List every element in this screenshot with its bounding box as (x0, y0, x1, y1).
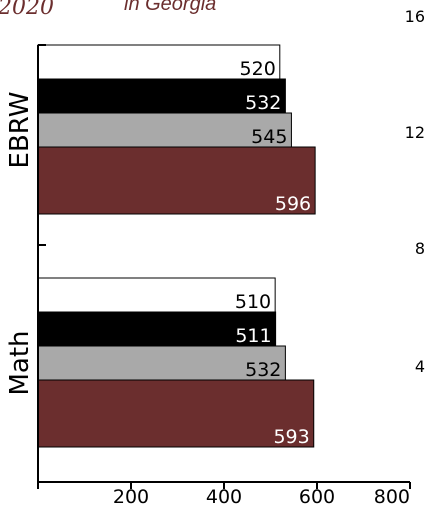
bar-value-label-ebrw-3: 545 (251, 126, 287, 148)
x-tick-label-800: 800 (374, 486, 410, 505)
bar-ebrw-3 (37, 112, 292, 148)
year-text: 2020 (0, 0, 54, 20)
subtitle-text: in Georgia (124, 0, 216, 15)
bar-value-label-math-1: 510 (235, 291, 271, 313)
bar-labels-group: 520 532 545 596 510 511 532 593 (235, 58, 311, 448)
right-edge-label-3: 8 (415, 239, 425, 258)
bar-value-label-math-4: 593 (273, 426, 309, 448)
bar-value-label-math-3: 532 (245, 359, 281, 381)
bar-value-label-math-2: 511 (235, 325, 271, 347)
y-axis-ticks (38, 44, 46, 483)
right-edge-label-1: 16 (405, 7, 425, 26)
x-axis-ticks: 200 400 600 800 (37, 482, 411, 505)
bar-value-label-ebrw-1: 520 (240, 58, 276, 80)
right-edge-label-2: 12 (405, 123, 425, 142)
category-labels: EBRW Math (5, 92, 35, 396)
bar-math-4 (37, 379, 315, 448)
bar-ebrw-2 (37, 78, 286, 114)
right-edge-label-4: 4 (415, 357, 425, 376)
right-edge-labels: 16 12 8 4 (405, 7, 425, 376)
bar-value-label-ebrw-2: 532 (245, 92, 281, 114)
bar-value-label-ebrw-4: 596 (275, 193, 311, 215)
bar-ebrw-1 (37, 44, 281, 80)
x-tick-label-200: 200 (113, 486, 149, 505)
bar-ebrw-4 (37, 146, 316, 215)
x-tick-label-400: 400 (206, 486, 242, 505)
category-label-ebrw: EBRW (5, 92, 35, 169)
category-label-math: Math (5, 330, 35, 395)
bars-group (37, 44, 316, 448)
x-tick-label-600: 600 (299, 486, 335, 505)
